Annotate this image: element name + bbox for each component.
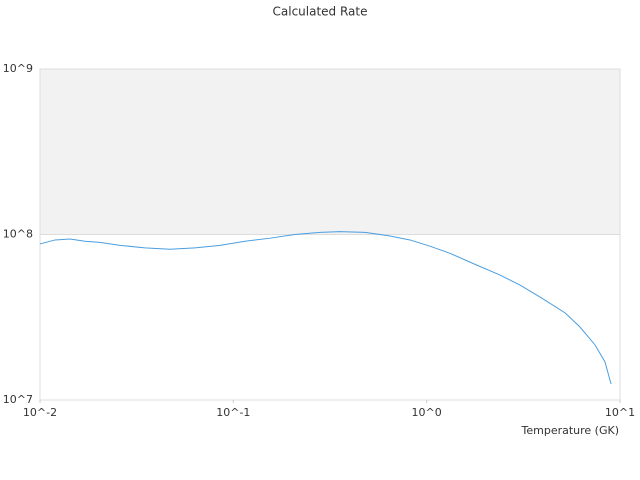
x-axis-label: Temperature (GK) [521,424,620,437]
x-tick-label: 10^-1 [216,406,250,419]
grid-band [40,69,620,235]
line [39,231,612,385]
y-tick-label: 10^7 [3,393,33,406]
x-tick-label: 10^1 [605,406,635,419]
chart-title: Calculated Rate [273,5,368,19]
y-tick-label: 10^8 [3,228,33,241]
x-tick-label: 10^-2 [23,406,57,419]
y-tick-label: 10^9 [3,62,33,75]
x-tick-label: 10^0 [412,406,442,419]
